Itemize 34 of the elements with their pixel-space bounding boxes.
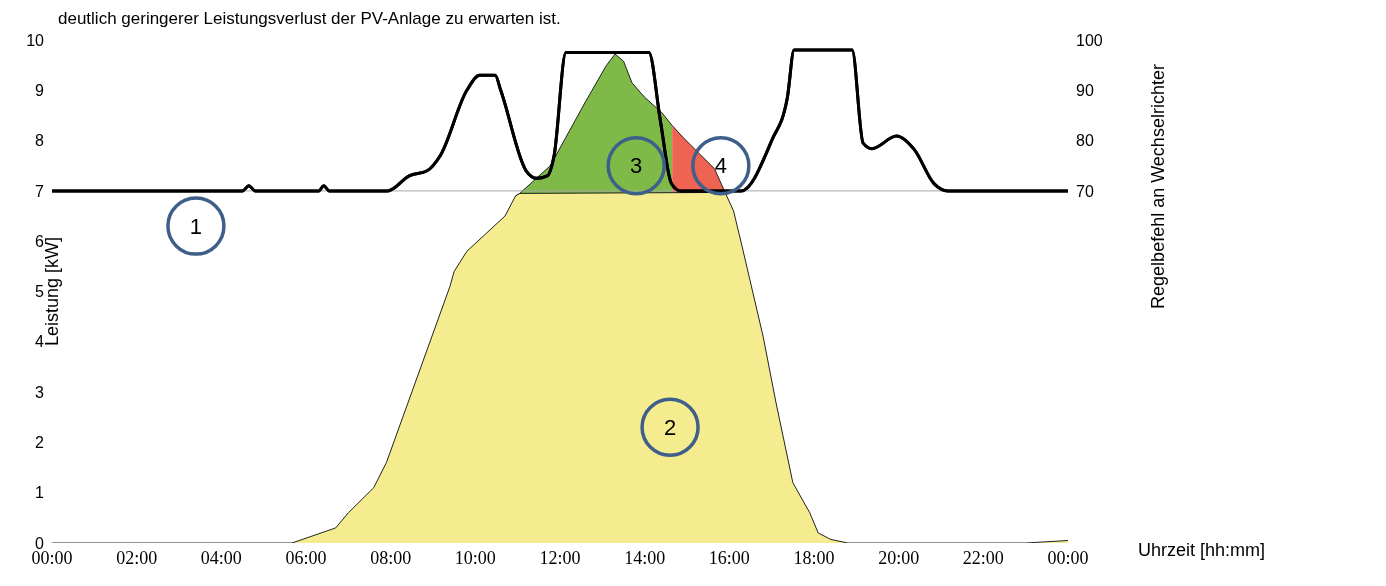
y-tick-label: 3 (35, 383, 45, 401)
y-tick-label: 6 (35, 232, 45, 250)
y-tick-label: 0 (35, 534, 45, 552)
y-tick-label: 7 (35, 182, 45, 200)
x-axis-title: Uhrzeit [hh:mm] (1138, 540, 1266, 561)
x-tick-label: 12:00 (539, 547, 581, 568)
annotation: 1 (189, 213, 203, 239)
x-tick-label: 10:00 (454, 547, 496, 568)
y-tick-label: 9 (35, 81, 45, 99)
x-tick-label: 14:00 (624, 547, 666, 568)
y2-tick-label: 90 (1076, 81, 1094, 99)
y-tick-label: 5 (35, 283, 45, 301)
y-tick-label: 4 (35, 333, 45, 351)
annotation: 3 (630, 153, 643, 179)
y2-tick-label: 100 (1076, 31, 1103, 49)
x-tick-label: 00:00 (1047, 547, 1089, 568)
x-tick-label: 06:00 (285, 547, 327, 568)
y2-tick-label: 80 (1076, 132, 1094, 150)
x-tick-label: 08:00 (370, 547, 412, 568)
text: deutlich geringerer Leistungsverlust der PV-Anlage zu erwarten ist. (58, 8, 562, 30)
y2-tick-label: 70 (1076, 182, 1094, 200)
x-tick-label: 20:00 (878, 547, 920, 568)
annotation: 4 (714, 153, 727, 179)
y-tick-label: 8 (35, 132, 45, 150)
x-tick-label: 22:00 (962, 547, 1004, 568)
x-tick-label: 02:00 (116, 547, 158, 568)
y-tick-label: 2 (35, 434, 45, 452)
x-tick-label: 18:00 (793, 547, 835, 568)
y2-axis-title: Regelbefehl an Wechselrichter (1148, 64, 1169, 309)
y-tick-label: 10 (26, 31, 45, 49)
y-tick-label: 1 (35, 484, 45, 502)
x-tick-label: 16:00 (708, 547, 750, 568)
annotation: 2 (663, 414, 677, 440)
x-tick-label: 04:00 (200, 547, 242, 568)
